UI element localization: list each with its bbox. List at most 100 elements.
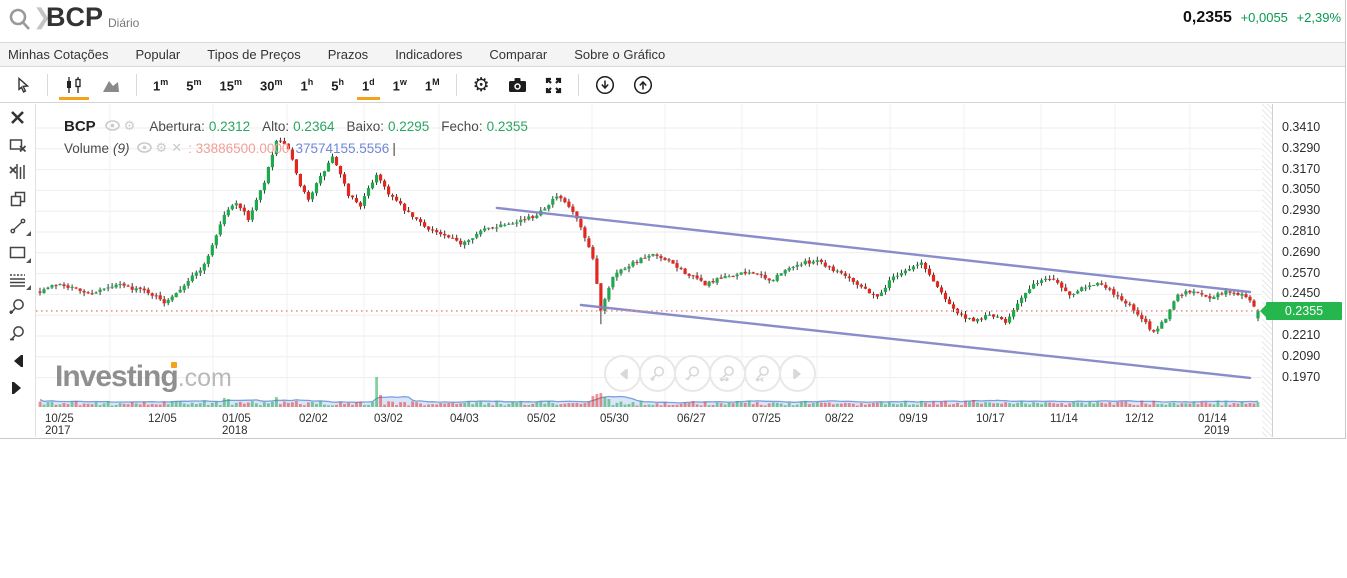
svg-text:2017: 2017 [45, 425, 71, 437]
svg-text:02/02: 02/02 [299, 413, 328, 425]
price-axis-label: 0.2450 [1282, 286, 1321, 301]
price-axis-label: 0.1970 [1282, 369, 1321, 384]
tool-trend-line-tool-icon[interactable] [0, 212, 35, 239]
price-change: +0,0055 [1240, 10, 1288, 25]
menu-item-price-types[interactable]: Tipos de Preços [207, 47, 301, 62]
drawing-tools-sidebar [0, 104, 36, 437]
menu-item-my-quotes[interactable]: Minhas Cotações [8, 47, 109, 62]
timeframe-1w[interactable]: 1w [392, 76, 407, 94]
menu-item-terms[interactable]: Prazos [327, 47, 369, 62]
price-axis-label: 0.2690 [1282, 244, 1321, 259]
timeframe-5h[interactable]: 5h [331, 76, 344, 94]
price-axis-label: 0.2210 [1282, 328, 1321, 342]
open-label: Abertura: [149, 118, 205, 134]
volume-label: Volume [64, 140, 110, 156]
last-price: 0,2355 [1183, 9, 1232, 26]
price-axis-label: 0.3290 [1282, 140, 1321, 155]
tool-shape-tool-icon[interactable] [0, 239, 35, 266]
settings-gear-icon[interactable]: ⚙ [472, 74, 490, 96]
menu-item-popular[interactable]: Popular [135, 47, 181, 62]
svg-text:08/22: 08/22 [825, 413, 854, 425]
load-chart-icon[interactable] [624, 70, 662, 100]
tool-zoom-out-icon[interactable] [0, 320, 35, 347]
svg-text:10/17: 10/17 [976, 413, 1005, 425]
nav-pan-right-icon[interactable] [779, 355, 816, 392]
current-price-badge: 0.2355 [1260, 301, 1342, 320]
cursor-tool-icon[interactable] [6, 70, 40, 100]
tool-clone-drawing-icon[interactable] [0, 185, 35, 212]
area-type-icon[interactable] [93, 70, 129, 100]
volume-tail: | [392, 140, 396, 156]
timeframe-1h[interactable]: 1h [300, 76, 314, 94]
svg-text:09/19: 09/19 [899, 413, 928, 425]
menu-bar: Minhas Cotações Popular Tipos de Preços Pra… [0, 42, 1345, 67]
svg-text:01/14: 01/14 [1198, 413, 1227, 425]
legend-symbol-row: BCP ⚙ Abertura: 0.2312 Alto: 0.2364 Baix… [64, 115, 528, 137]
timeframe-1m[interactable]: 1m [153, 76, 169, 94]
legend-volume-row: Volume (9) ⚙ ✕ : 33886500.0000 37574155.… [64, 137, 528, 159]
tool-pan-right-icon[interactable] [0, 374, 35, 401]
timeframe-1d[interactable]: 1d [353, 70, 384, 100]
price-axis-label: 0.3170 [1282, 161, 1321, 176]
volume-eye-icon[interactable] [136, 141, 152, 156]
chart-nav-buttons [604, 355, 816, 392]
nav-zoom-in-icon[interactable] [639, 355, 676, 392]
breadcrumb-chevron-icon: ❯ [33, 4, 52, 29]
volume-settings-gear-icon[interactable]: ⚙ [155, 140, 168, 155]
save-chart-icon[interactable] [586, 70, 624, 100]
nav-zoom-out-icon[interactable] [674, 355, 711, 392]
menu-item-compare[interactable]: Comparar [489, 47, 548, 62]
tool-remove-indicators-icon[interactable] [0, 158, 35, 185]
tool-pan-left-icon[interactable] [0, 347, 35, 374]
symbol-title: BCP [46, 2, 104, 32]
svg-text:11/14: 11/14 [1050, 413, 1079, 425]
menu-item-indicators[interactable]: Indicadores [395, 47, 463, 62]
timeframe-5m[interactable]: 5m [186, 76, 202, 94]
svg-text:07/25: 07/25 [752, 413, 781, 425]
price-axis-label: 0.3050 [1282, 182, 1321, 197]
volume-remove-icon[interactable]: ✕ [171, 140, 183, 155]
tool-horizontal-line-tool-icon[interactable] [0, 266, 35, 293]
open-value: 0.2312 [208, 118, 251, 134]
nav-zoom-fit-icon[interactable] [709, 355, 746, 392]
svg-text:01/05: 01/05 [222, 413, 251, 425]
watermark-tld: .com [177, 364, 232, 392]
price-axis-label: 0.2570 [1282, 265, 1321, 280]
fullscreen-icon[interactable] [536, 70, 571, 100]
price-axis-label: 0.2090 [1282, 348, 1321, 363]
tool-remove-drawings-icon[interactable] [0, 131, 35, 158]
timeframe-30m[interactable]: 30m [259, 76, 283, 94]
menu-item-about-chart[interactable]: Sobre o Gráfico [574, 47, 666, 62]
watermark: Investing.com [55, 360, 232, 394]
candlestick-type-icon[interactable] [55, 70, 93, 100]
visibility-eye-icon[interactable] [104, 119, 120, 134]
timeframe-1M[interactable]: 1M [424, 76, 440, 94]
svg-text:10/25: 10/25 [45, 413, 74, 425]
volume-value: : 33886500.0000 [188, 140, 290, 156]
tool-zoom-in-icon[interactable] [0, 293, 35, 320]
screenshot-camera-icon[interactable] [499, 70, 536, 100]
nav-pan-left-icon[interactable] [604, 355, 641, 392]
svg-text:05/30: 05/30 [600, 413, 629, 425]
quote-block: 0,2355 +0,0055 +2,39% [1183, 9, 1341, 27]
price-change-pct: +2,39% [1296, 10, 1341, 25]
nav-zoom-reset-icon[interactable] [744, 355, 781, 392]
search-icon[interactable] [8, 7, 32, 38]
high-label: Alto: [262, 118, 290, 134]
price-axis-label: 0.2930 [1282, 203, 1321, 218]
high-value: 0.2364 [293, 118, 335, 134]
watermark-name: Investing [55, 360, 179, 393]
svg-text:05/02: 05/02 [527, 413, 556, 425]
price-axis-label: 0.2810 [1282, 224, 1321, 238]
watermark-orange-dot [171, 362, 177, 368]
price-axis[interactable]: 0.3410 0.3290 0.3170 0.3050 0.2930 0.2810 0.26… [1260, 104, 1345, 437]
series-settings-gear-icon[interactable]: ⚙ [123, 118, 136, 133]
legend-symbol: BCP [64, 117, 96, 135]
tool-clear-all-icon[interactable] [0, 104, 35, 131]
low-value: 0.2295 [388, 118, 430, 134]
svg-text:2018: 2018 [222, 425, 248, 437]
timeframe-15m[interactable]: 15m [219, 76, 242, 94]
low-label: Baixo: [346, 118, 384, 134]
chart-legend: BCP ⚙ Abertura: 0.2312 Alto: 0.2364 Baix… [64, 115, 528, 159]
header: ❯ BCP Diário 0,2355 +0,0055 +2,39% [0, 0, 1345, 42]
